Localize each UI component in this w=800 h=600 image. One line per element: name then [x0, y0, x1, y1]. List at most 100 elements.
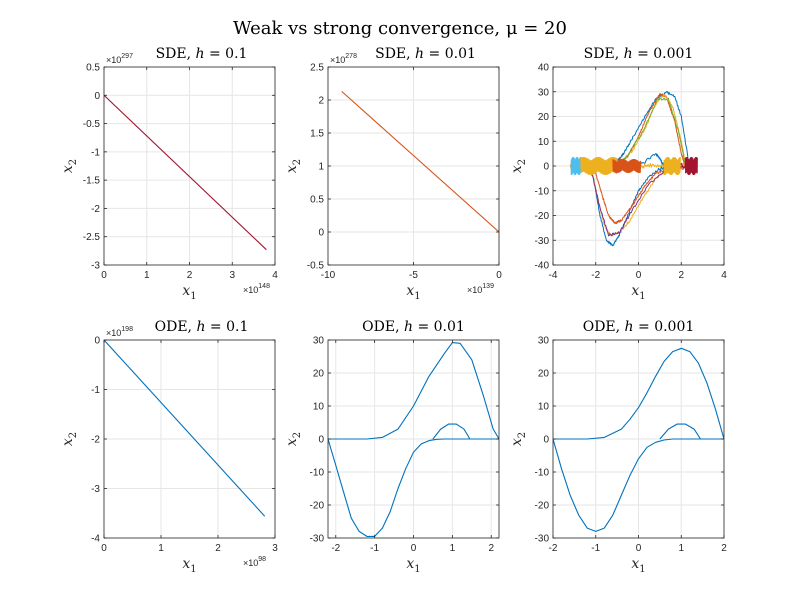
y-tick-label: -30: [535, 534, 550, 545]
subplot-title: SDE, h = 0.001: [584, 46, 694, 62]
x-tick-label: 4: [721, 270, 727, 281]
y-tick-label: -10: [535, 468, 550, 479]
y-tick-label: 40: [538, 63, 550, 74]
y-axis-label: x2: [284, 432, 303, 446]
subplot-title: SDE, h = 0.01: [375, 46, 476, 62]
x-tick-label: 0: [636, 270, 642, 281]
x-exponent-label: ×10148: [243, 283, 270, 295]
subplot-title: ODE, h = 0.1: [155, 319, 249, 335]
y-tick-label: 1: [318, 162, 324, 173]
x-tick-label: -1: [591, 543, 600, 554]
x-tick-label: -2: [591, 270, 600, 281]
series-line: [328, 438, 499, 537]
y-tick-label: 30: [538, 336, 550, 347]
y-tick-label: -40: [535, 261, 550, 272]
y-tick-label: -3: [91, 484, 100, 495]
noise-band: [570, 156, 582, 176]
y-tick-label: -2: [91, 204, 100, 215]
y-tick-label: -4: [91, 534, 100, 545]
x-tick-label: -4: [549, 270, 558, 281]
x-axis-label: x1: [406, 556, 420, 575]
y-tick-label: 0: [543, 435, 549, 446]
subplot-title: SDE, h = 0.1: [156, 46, 248, 62]
series-group: [104, 340, 266, 517]
x-tick-label: 1: [144, 270, 150, 281]
series-line: [432, 423, 471, 440]
subplot-grid: 0 1 2 3 4 -3 -2.5 -2 -1.5 -1 -0.5 0 0.5 x1 x2 ×10297 ×10…: [60, 46, 727, 575]
y-tick-label: 30: [313, 336, 325, 347]
y-tick-label: 20: [538, 369, 550, 380]
subplot-title: ODE, h = 0.001: [583, 319, 695, 335]
noise-band: [580, 156, 618, 176]
y-tick-label: -0.5: [307, 261, 325, 272]
series-line: [328, 342, 499, 440]
y-tick-label: 2.5: [310, 63, 324, 74]
x-tick-label: -2: [549, 543, 558, 554]
series-line: [341, 90, 499, 233]
x-tick-label: 0: [101, 543, 107, 554]
y-tick-label: -1.5: [83, 176, 101, 187]
subplot-4: 0 1 2 3 -4 -3 -2 -1 0 x1 x2 ×10198 ×1098 ODE, h = 0.1: [60, 319, 278, 575]
series-line: [589, 163, 689, 224]
y-axis-label: x2: [60, 159, 79, 173]
x-exponent-label: ×10139: [467, 283, 494, 295]
x-tick-label: 2: [721, 543, 727, 554]
x-tick-label: 2: [488, 543, 494, 554]
y-tick-label: 10: [313, 402, 325, 413]
x-tick-label: 2: [678, 270, 684, 281]
series-line: [553, 438, 724, 532]
y-tick-label: 0.5: [86, 63, 100, 74]
series-group: [104, 94, 267, 251]
y-exponent-label: ×10297: [106, 53, 133, 65]
x-tick-label: 2: [215, 543, 221, 554]
y-tick-label: -2.5: [83, 232, 101, 243]
subplot-title: ODE, h = 0.01: [362, 319, 465, 335]
y-tick-label: -0.5: [83, 119, 101, 130]
y-tick-label: -20: [535, 211, 550, 222]
noise-band: [663, 156, 681, 176]
y-tick-label: -10: [310, 468, 325, 479]
x-tick-label: -2: [331, 543, 340, 554]
x-tick-label: 1: [450, 543, 456, 554]
x-tick-label: 3: [272, 543, 278, 554]
y-tick-label: 0: [94, 336, 100, 347]
x-tick-label: -10: [321, 270, 336, 281]
series-group: [328, 342, 499, 537]
x-tick-label: 0: [636, 543, 642, 554]
noise-band: [612, 158, 642, 174]
y-tick-label: 10: [538, 402, 550, 413]
y-tick-label: 1.5: [310, 129, 324, 140]
y-tick-label: 10: [538, 137, 550, 148]
x-axis-label: x1: [182, 283, 196, 302]
y-axis-label: x2: [60, 432, 79, 446]
y-tick-label: 0: [318, 435, 324, 446]
x-tick-label: 2: [187, 270, 193, 281]
y-tick-label: -1: [91, 147, 100, 158]
x-axis-label: x1: [406, 283, 420, 302]
y-exponent-label: ×10198: [106, 326, 133, 338]
x-tick-label: -1: [370, 543, 379, 554]
series-line: [586, 163, 684, 247]
y-tick-label: 0: [543, 162, 549, 173]
series-line: [553, 347, 724, 440]
series-line: [104, 340, 266, 517]
y-tick-label: 20: [313, 369, 325, 380]
series-group: [569, 91, 698, 247]
x-tick-label: 4: [272, 270, 278, 281]
y-tick-label: 20: [538, 112, 550, 123]
x-exponent-label: ×1098: [243, 556, 266, 568]
y-tick-label: -20: [310, 501, 325, 512]
x-tick-label: -5: [409, 270, 418, 281]
subplot-2: -10 -5 0 -0.5 0 0.5 1 1.5 2 2.5 x1 x2 ×10278 ×10139 SD…: [284, 46, 502, 302]
y-tick-label: -2: [91, 435, 100, 446]
x-tick-label: 0: [411, 543, 417, 554]
subplot-1: 0 1 2 3 4 -3 -2.5 -2 -1.5 -1 -0.5 0 0.5 x1 x2 ×10297 ×10…: [60, 46, 278, 302]
series-group: [341, 90, 499, 233]
y-axis-label: x2: [509, 432, 528, 446]
y-tick-label: 30: [538, 87, 550, 98]
y-tick-label: 0: [318, 228, 324, 239]
